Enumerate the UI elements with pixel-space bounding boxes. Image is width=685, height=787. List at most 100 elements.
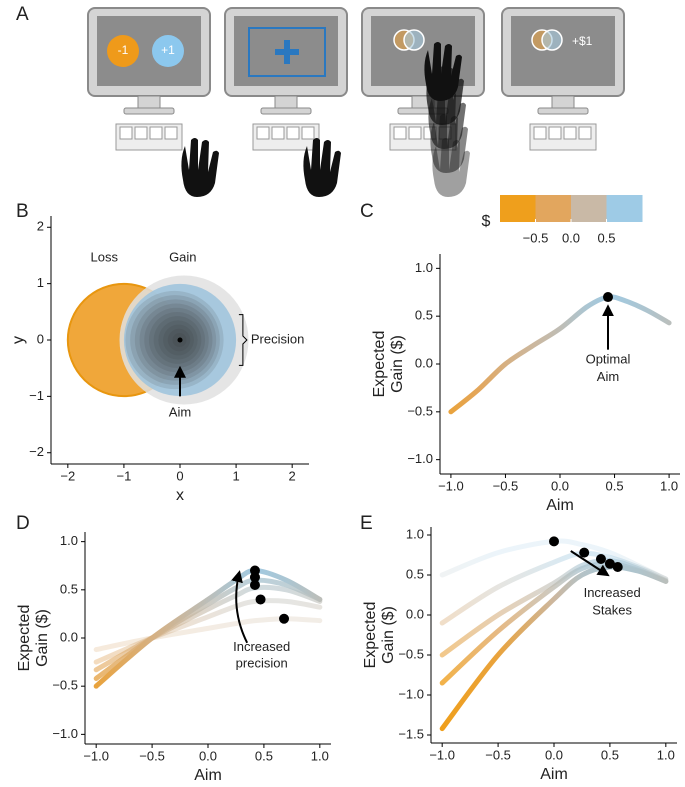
key <box>164 126 178 140</box>
y-tick-label: 1.0 <box>60 533 78 548</box>
optimal-point <box>249 572 260 583</box>
x-tick-label: −1.0 <box>83 748 109 763</box>
chart: −1.0 −0.5 0.0 0.5 1.0 −1.0 −0.5 0.0 0.5 1.0 Aim Exp… <box>16 532 331 784</box>
circle-label: Loss <box>91 250 119 265</box>
target-label: -1 <box>118 43 129 57</box>
optimal-point <box>595 554 606 564</box>
annotation: Increased <box>233 639 290 654</box>
optimal-point <box>603 292 613 303</box>
x-tick-label: 0.5 <box>606 478 624 493</box>
stand-base <box>537 107 589 115</box>
stand-base <box>260 107 312 115</box>
panel-label: E <box>360 513 373 534</box>
y-tick-label: 1.0 <box>406 526 424 541</box>
x-tick-label: 1 <box>232 468 239 483</box>
y-tick-label: 2 <box>37 219 44 234</box>
key <box>393 126 407 140</box>
aim-ring <box>125 290 224 390</box>
arrow <box>231 570 249 644</box>
fixation-cross <box>275 40 299 64</box>
aim-ring <box>144 307 209 373</box>
key <box>149 126 163 140</box>
colorbar-swatch <box>535 195 572 222</box>
y-tick-label: −2 <box>29 444 44 459</box>
y-axis-label: Gain ($) <box>34 609 51 667</box>
y-tick-label: 1 <box>37 275 44 290</box>
x-tick-label: 0.0 <box>199 748 217 763</box>
key <box>286 126 300 140</box>
fixation-box <box>248 27 326 77</box>
y-axis-label: Gain ($) <box>380 606 397 664</box>
x-tick-label: −1 <box>116 468 131 483</box>
x-axis-label: x <box>176 487 184 504</box>
x-tick-label: 0.0 <box>545 747 563 762</box>
annotation: Aim <box>169 405 191 420</box>
y-tick-label: 0.0 <box>406 606 424 621</box>
y-tick-label: −1.0 <box>407 451 433 466</box>
x-tick-label: 0 <box>176 468 183 483</box>
x-axis-label: Aim <box>546 497 574 514</box>
task-illustration <box>87 7 625 197</box>
y-axis-label: Expected <box>16 605 33 672</box>
colorbar-swatch <box>571 195 607 222</box>
key <box>578 126 592 140</box>
gain-curve <box>439 558 669 658</box>
key <box>256 126 270 140</box>
y-tick-label: 0.5 <box>60 581 78 596</box>
gain-target <box>541 29 563 51</box>
aim-ring <box>130 295 220 385</box>
y-tick-label: −1.0 <box>398 686 424 701</box>
y-axis-label: Expected <box>371 331 388 398</box>
optimal-point <box>549 536 559 547</box>
panel-label: D <box>16 513 30 534</box>
optimal-point <box>279 613 290 624</box>
gain-target <box>403 29 425 51</box>
x-axis-label: Aim <box>194 767 222 784</box>
y-tick-label: −0.5 <box>398 646 424 661</box>
circle-label: Gain <box>169 250 196 265</box>
chart: −1.0 −0.5 0.0 0.5 1.0 −1.5 −1.0 −0.5 0.0 0.5 1.0 Ai… <box>362 526 677 783</box>
y-tick-label: 0.0 <box>60 629 78 644</box>
loss-target <box>107 35 139 67</box>
aim-point <box>177 337 183 343</box>
chart: −1.0 −0.5 0.0 0.5 1.0 −1.0 −0.5 0.0 0.5 1.0 Aim Exp… <box>371 195 680 514</box>
x-tick-label: 0.0 <box>551 478 569 493</box>
x-tick-label: 1.0 <box>311 748 329 763</box>
hand <box>181 138 219 197</box>
aim-ring <box>134 299 217 381</box>
y-tick-label: 0.5 <box>415 308 433 323</box>
aim-ring <box>148 311 206 369</box>
precision-bracket <box>238 314 248 366</box>
x-tick-label: 2 <box>289 468 296 483</box>
reward-label: +$1 <box>572 34 593 48</box>
panel-label: A <box>16 4 29 25</box>
target-label: +1 <box>161 43 175 57</box>
arrow <box>570 550 610 577</box>
x-tick-label: 1.0 <box>657 747 675 762</box>
key <box>271 126 285 140</box>
aim-ring <box>139 303 213 377</box>
optimal-point <box>612 562 623 572</box>
colorbar-tick-label: −0.5 <box>523 230 549 245</box>
annotation: Increased <box>584 585 641 600</box>
y-axis-label: y <box>10 336 27 344</box>
x-tick-label: −1.0 <box>429 747 455 762</box>
annotation: Aim <box>597 369 619 384</box>
key <box>533 126 547 140</box>
gain-curve <box>448 294 672 415</box>
gain-target <box>152 35 184 67</box>
x-tick-label: −0.5 <box>493 478 519 493</box>
screen <box>511 16 615 86</box>
x-tick-label: 0.5 <box>255 748 273 763</box>
optimal-point <box>579 547 590 558</box>
x-tick-label: −2 <box>60 468 75 483</box>
y-tick-label: 0 <box>37 331 44 346</box>
key <box>548 126 562 140</box>
gain-curve <box>439 564 669 732</box>
annotation: Optimal <box>586 352 631 367</box>
y-axis-label: Gain ($) <box>389 335 406 393</box>
annotation: Precision <box>251 331 304 346</box>
y-tick-label: 1.0 <box>415 260 433 275</box>
y-tick-label: −0.5 <box>52 678 78 693</box>
